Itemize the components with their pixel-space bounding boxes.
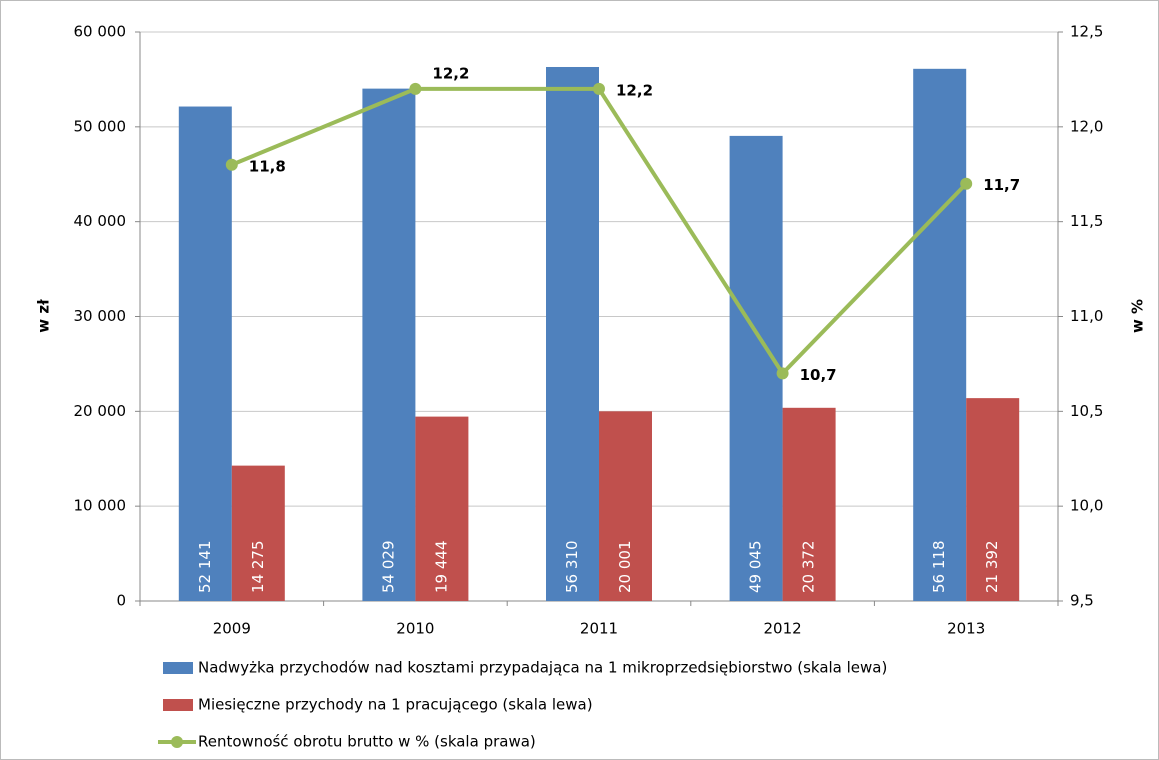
legend-swatch: [163, 699, 193, 711]
bar-value-label: 49 045: [747, 541, 765, 594]
y-tick-label: 10 000: [74, 497, 127, 515]
bar: [362, 88, 416, 601]
x-tick-label: 2011: [580, 620, 618, 638]
y-tick-label: 0: [116, 592, 126, 610]
line-value-label: 11,7: [983, 176, 1020, 194]
y-tick-label: 20 000: [74, 402, 127, 420]
bar: [178, 106, 232, 602]
line-marker: [960, 177, 973, 190]
legend-label: Rentowność obrotu brutto w % (skala praw…: [198, 733, 536, 751]
x-tick-label: 2012: [764, 620, 802, 638]
y2-tick-label: 12,5: [1070, 23, 1103, 41]
y-tick-label: 40 000: [74, 212, 127, 230]
bar: [415, 416, 469, 601]
bar: [546, 66, 599, 601]
bar-value-label: 52 141: [196, 541, 214, 594]
bar-value-label: 14 275: [249, 541, 267, 594]
bar: [782, 407, 836, 601]
y2-tick-label: 10,0: [1070, 497, 1103, 515]
x-tick-label: 2009: [213, 620, 251, 638]
bar: [231, 465, 285, 601]
line-value-label: 10,7: [800, 366, 837, 384]
line-marker: [409, 82, 422, 95]
legend-label: Nadwyżka przychodów nad kosztami przypad…: [198, 659, 887, 677]
y-tick-label: 60 000: [74, 23, 127, 41]
y2-tick-label: 12,0: [1070, 117, 1103, 135]
line-value-label: 12,2: [616, 81, 653, 99]
line-value-label: 11,8: [249, 157, 286, 175]
x-tick-label: 2010: [396, 620, 434, 638]
y2-tick-label: 11,5: [1070, 212, 1103, 230]
bar-value-label: 54 029: [379, 541, 397, 594]
legend-label: Miesięczne przychody na 1 pracującego (s…: [198, 696, 593, 714]
y-tick-label: 30 000: [74, 307, 127, 325]
bar: [913, 68, 967, 601]
line-marker: [225, 158, 238, 171]
line-value-label: 12,2: [432, 64, 469, 82]
line-marker: [776, 367, 789, 380]
y2-tick-label: 11,0: [1070, 307, 1103, 325]
y-axis-label: w zł: [35, 299, 53, 333]
bar-value-label: 20 372: [800, 541, 818, 594]
x-tick-label: 2013: [947, 620, 985, 638]
bar: [966, 398, 1020, 601]
bar-value-label: 20 001: [616, 541, 634, 594]
bar-value-label: 21 392: [983, 541, 1001, 594]
legend-swatch: [163, 662, 193, 674]
bar: [599, 411, 652, 601]
y2-tick-label: 9,5: [1070, 592, 1094, 610]
y2-tick-label: 10,5: [1070, 402, 1103, 420]
bar: [729, 135, 783, 601]
bar-value-label: 56 310: [563, 541, 581, 594]
y2-axis-label: w %: [1129, 299, 1147, 333]
bar-value-label: 56 118: [930, 541, 948, 594]
line-marker: [593, 82, 605, 95]
bar-value-label: 19 444: [432, 541, 450, 594]
y-tick-label: 50 000: [74, 117, 127, 135]
legend-marker: [171, 736, 183, 748]
